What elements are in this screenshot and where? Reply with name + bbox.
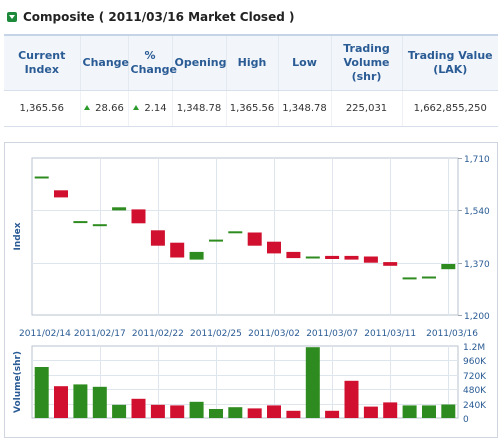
x-tick-label: 2011/02/14 bbox=[19, 329, 71, 339]
col-header-low: Low bbox=[277, 34, 331, 91]
low-value: 1,348.78 bbox=[277, 90, 331, 127]
price-candle bbox=[441, 264, 456, 270]
x-tick-label: 2011/03/16 bbox=[426, 329, 478, 339]
volume-bar bbox=[422, 405, 436, 418]
col-header-change: Change bbox=[79, 34, 129, 91]
up-arrow-icon bbox=[133, 104, 140, 110]
volume-bar bbox=[247, 408, 262, 418]
price-candle bbox=[286, 251, 301, 259]
volume-bar bbox=[344, 380, 359, 418]
volume-bar bbox=[54, 386, 68, 418]
volume-bar bbox=[441, 404, 456, 418]
price-candle bbox=[363, 256, 378, 263]
price-candle bbox=[112, 207, 127, 211]
price-candle bbox=[150, 230, 165, 246]
col-header-volume: Trading Volume (shr) bbox=[330, 34, 402, 91]
price-y-tick-label: 1,540 bbox=[464, 207, 490, 217]
price-candle bbox=[344, 255, 359, 260]
price-candle bbox=[209, 239, 223, 242]
current-index-value: 1,365.56 bbox=[4, 90, 80, 127]
table-header-row: Current Index Change % Change Opening Hi… bbox=[4, 34, 498, 91]
price-candle bbox=[92, 224, 107, 227]
price-candle bbox=[325, 255, 340, 259]
price-candle bbox=[131, 209, 146, 224]
col-header-pct-change: % Change bbox=[127, 34, 177, 91]
price-candle bbox=[247, 232, 262, 246]
price-candle bbox=[34, 176, 49, 179]
pct-change-value: 2.14 bbox=[144, 102, 167, 114]
volume-axis-label: Volume(shr) bbox=[13, 351, 23, 413]
pct-change-cell: 2.14 bbox=[127, 90, 172, 127]
price-candle bbox=[189, 251, 204, 260]
volume-bar bbox=[170, 405, 185, 418]
table-row: 1,365.56 28.66 2.14 1,348.78 1,365.56 1,… bbox=[4, 90, 498, 127]
price-candle bbox=[170, 242, 185, 258]
change-value: 28.66 bbox=[95, 102, 124, 114]
col-header-opening: Opening bbox=[171, 34, 227, 91]
volume-bar bbox=[92, 386, 107, 418]
price-plot-area bbox=[31, 157, 459, 316]
index-summary-table: Current Index Change % Change Opening Hi… bbox=[4, 34, 498, 127]
x-tick-label: 2011/02/22 bbox=[132, 329, 184, 339]
volume-value: 225,031 bbox=[330, 90, 402, 127]
x-tick-label: 2011/03/07 bbox=[306, 329, 358, 339]
col-header-value: Trading Value (LAK) bbox=[401, 34, 498, 91]
volume-y-tick-label: 480K bbox=[463, 386, 487, 396]
volume-y-tick-label: 0 bbox=[463, 415, 469, 425]
title-bar: Composite ( 2011/03/16 Market Closed ) bbox=[0, 0, 502, 34]
volume-bar bbox=[305, 347, 320, 418]
volume-bar bbox=[209, 409, 223, 418]
volume-bar bbox=[34, 367, 49, 418]
change-cell: 28.66 bbox=[79, 90, 128, 127]
page-title: Composite ( 2011/03/16 Market Closed ) bbox=[23, 10, 295, 24]
volume-bar bbox=[131, 398, 146, 418]
x-tick-label: 2011/03/11 bbox=[364, 329, 416, 339]
price-y-tick-label: 1,370 bbox=[464, 260, 490, 270]
price-candle bbox=[305, 256, 320, 259]
volume-y-tick-label: 720K bbox=[463, 372, 487, 382]
volume-bar bbox=[189, 401, 204, 418]
price-candle bbox=[422, 276, 436, 279]
price-candle bbox=[54, 190, 68, 198]
volume-y-tick-label: 960K bbox=[463, 357, 487, 367]
x-tick-label: 2011/02/25 bbox=[190, 329, 242, 339]
col-header-current-index: Current Index bbox=[4, 34, 80, 91]
volume-bar bbox=[73, 384, 88, 418]
market-status-icon bbox=[7, 12, 17, 22]
volume-bar bbox=[150, 404, 165, 418]
volume-bar bbox=[286, 410, 301, 418]
volume-bar bbox=[228, 407, 243, 418]
up-arrow-icon bbox=[84, 104, 91, 110]
x-tick-label: 2011/03/02 bbox=[248, 329, 300, 339]
index-volume-chart: 1,710 1,540 1,370 1,200 1.2M 960K 720K 480K 240K… bbox=[13, 155, 490, 425]
col-header-high: High bbox=[225, 34, 278, 91]
chart-panel: 1,710 1,540 1,370 1,200 1.2M 960K 720K 480K 240K… bbox=[4, 142, 498, 438]
x-tick-label: 2011/02/17 bbox=[74, 329, 126, 339]
volume-y-tick-label: 240K bbox=[463, 401, 487, 411]
price-candle bbox=[402, 277, 417, 280]
price-candle bbox=[267, 241, 281, 254]
trading-value-value: 1,662,855,250 bbox=[401, 90, 498, 127]
price-candle bbox=[383, 262, 398, 266]
price-y-tick-label: 1,200 bbox=[464, 312, 490, 322]
volume-bar bbox=[112, 404, 127, 418]
volume-bar bbox=[267, 405, 281, 418]
high-value: 1,365.56 bbox=[225, 90, 278, 127]
volume-bar bbox=[402, 405, 417, 418]
price-axis-label: Index bbox=[13, 222, 23, 250]
volume-bar bbox=[325, 410, 340, 418]
volume-y-tick-label: 1.2M bbox=[463, 343, 485, 353]
price-candle bbox=[228, 231, 243, 234]
price-candle bbox=[73, 221, 88, 224]
volume-bar bbox=[383, 402, 398, 418]
price-y-tick-label: 1,710 bbox=[464, 155, 490, 165]
volume-bar bbox=[363, 406, 378, 418]
opening-value: 1,348.78 bbox=[171, 90, 226, 127]
